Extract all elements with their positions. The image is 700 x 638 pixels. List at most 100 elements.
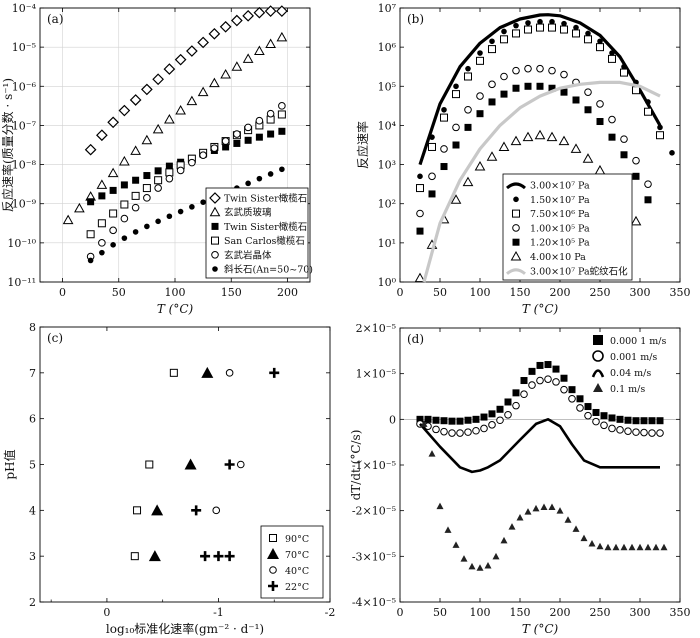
data-point (142, 184, 151, 193)
data-point (500, 536, 508, 544)
data-point (428, 450, 436, 457)
data-point (645, 99, 651, 105)
data-point (608, 115, 616, 124)
x-tick-label: 100 (470, 286, 491, 299)
data-point (219, 20, 232, 33)
data-point (572, 525, 580, 532)
data-point (512, 389, 520, 397)
data-point (254, 45, 265, 56)
y-tick-label: 0 (389, 413, 396, 426)
legend-line (506, 268, 526, 275)
data-point (592, 417, 600, 426)
x-axis-label: T (°C) (522, 302, 559, 316)
series-2 (212, 369, 245, 515)
data-point (224, 551, 235, 562)
data-point (245, 180, 251, 187)
legend-marker (267, 548, 279, 559)
y-tick-label: 1×10⁻⁵ (356, 368, 396, 381)
data-point (576, 395, 584, 403)
data-point (534, 129, 546, 140)
data-point (120, 181, 128, 189)
data-point (444, 526, 452, 533)
legend-label: Twin Sister橄榄石 (224, 193, 307, 205)
data-point (416, 415, 424, 423)
data-point (640, 417, 648, 425)
x-tick-label: 250 (590, 286, 611, 299)
legend-marker (269, 566, 277, 574)
data-point (154, 167, 162, 175)
data-point (452, 90, 460, 99)
data-point (596, 118, 604, 126)
x-tick-label: 350 (670, 286, 691, 299)
data-point (165, 168, 174, 177)
data-point (432, 425, 440, 434)
y-tick-label: 10⁻⁵ (12, 41, 36, 54)
y-tick-label: 10⁷ (378, 2, 397, 15)
data-point (585, 30, 591, 37)
data-point (188, 158, 196, 167)
data-point (417, 173, 423, 180)
data-point (440, 113, 448, 122)
data-point (174, 53, 187, 66)
x-axis-label: T (°C) (522, 622, 559, 636)
legend-box (205, 187, 309, 279)
data-point (265, 38, 276, 49)
data-point (648, 417, 656, 425)
data-point (440, 145, 448, 153)
data-point (524, 64, 532, 73)
data-point (620, 135, 628, 143)
data-point (266, 109, 275, 118)
legend-label: 1.20×10⁵ Pa (530, 238, 590, 249)
data-point (573, 24, 579, 31)
y-tick-label: -1×10⁻⁵ (352, 459, 396, 472)
data-point (570, 143, 582, 153)
series-4 (416, 82, 652, 235)
series-line (419, 418, 660, 474)
data-point (416, 184, 424, 193)
data-point (267, 171, 274, 177)
y-tick-label: 10³ (378, 159, 396, 172)
data-point (644, 196, 652, 204)
data-point (165, 174, 174, 183)
panel-label: (d) (407, 332, 424, 346)
data-point (468, 562, 476, 570)
data-point (580, 534, 588, 542)
data-point (476, 564, 484, 571)
series-6 (422, 80, 661, 283)
data-point (464, 123, 472, 131)
data-point (552, 365, 560, 373)
y-tick-label: 2×10⁻⁵ (356, 322, 396, 335)
data-point (242, 53, 254, 63)
data-point (197, 86, 209, 97)
data-point (176, 166, 185, 175)
data-point (440, 427, 448, 436)
data-point (220, 69, 231, 79)
data-point (144, 223, 150, 230)
data-point (460, 555, 468, 562)
data-point (99, 249, 105, 256)
data-point (141, 83, 153, 96)
series-line (422, 80, 661, 283)
data-point (660, 543, 668, 551)
x-tick-label: 250 (590, 606, 611, 619)
y-tick-label: 7 (29, 367, 36, 380)
data-point (624, 427, 632, 436)
chart-panel-c: 0 -1 -2 2 3 4 5 6 7 8 log₁₀标准化速率(gm⁻² · d⁻¹) pH值 (c)… (2, 321, 335, 636)
x-tick-label: 150 (221, 286, 242, 299)
data-point (488, 421, 496, 429)
data-point (640, 428, 648, 437)
data-point (109, 226, 117, 235)
data-point (548, 66, 556, 75)
data-point (584, 88, 592, 96)
series-1 (417, 18, 675, 180)
data-point (616, 415, 624, 423)
legend-label: 玄武质玻璃 (224, 207, 272, 219)
data-point (213, 551, 224, 562)
series-line (418, 13, 662, 166)
data-point (141, 134, 153, 145)
data-point (624, 416, 632, 424)
data-point (199, 151, 207, 159)
data-point (544, 361, 552, 369)
data-point (536, 82, 544, 90)
